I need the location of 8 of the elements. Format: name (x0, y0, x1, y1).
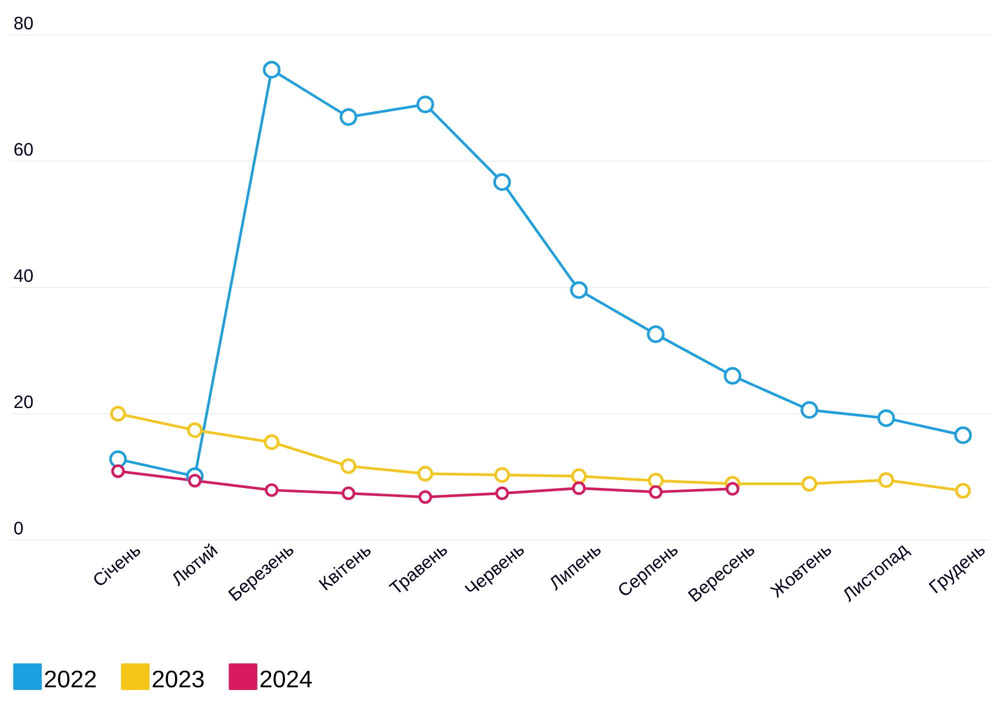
y-tick-label: 0 (14, 522, 23, 534)
y-tick-label: 20 (14, 396, 33, 408)
legend-label: 2024 (260, 670, 312, 688)
legend-label: 2023 (152, 670, 204, 688)
y-tick-label: 60 (14, 143, 33, 156)
y-tick-label: 80 (14, 16, 33, 30)
y-tick-label: 40 (14, 269, 33, 282)
legend-label: 2022 (44, 670, 96, 688)
